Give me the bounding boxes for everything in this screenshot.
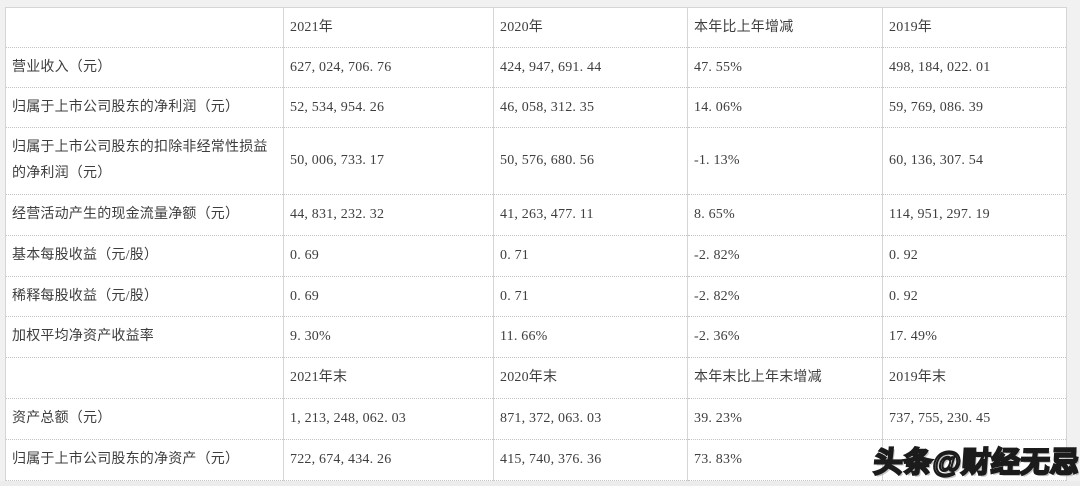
period-end-header-row: 2021年末 2020年末 本年末比上年末增减 2019年末 (5, 357, 1067, 399)
value-cell-2019: 59, 769, 086. 39 (882, 87, 1067, 128)
value-cell-2019: 0. 92 (882, 235, 1067, 277)
value-cell-2019: 114, 951, 297. 19 (882, 194, 1067, 236)
column-header-2019-end: 2019年末 (882, 357, 1067, 399)
value-cell-2021: 627, 024, 706. 76 (283, 47, 494, 88)
value-cell-2020: 0. 71 (493, 235, 688, 277)
value-cell-yoy: -1. 13% (687, 127, 883, 195)
value-cell-2021: 1, 213, 248, 062. 03 (283, 398, 494, 440)
table-row-net-profit: 归属于上市公司股东的净利润（元） 52, 534, 954. 26 46, 05… (5, 87, 1067, 128)
row-label-cell: 营业收入（元） (5, 47, 284, 88)
column-header-2020-end: 2020年末 (493, 357, 688, 399)
value-cell-2020: 50, 576, 680. 56 (493, 127, 688, 195)
financial-summary-sheet: 2021年 2020年 本年比上年增减 2019年 营业收入（元） 627, 0… (5, 7, 1067, 481)
value-cell-yoy: 8. 65% (687, 194, 883, 236)
column-header-2021-end: 2021年末 (283, 357, 494, 399)
value-cell-2020: 424, 947, 691. 44 (493, 47, 688, 88)
value-cell-2021: 44, 831, 232. 32 (283, 194, 494, 236)
row-label-cell: 经营活动产生的现金流量净额（元） (5, 194, 284, 236)
table-row-operating-revenue: 营业收入（元） 627, 024, 706. 76 424, 947, 691.… (5, 47, 1067, 88)
value-cell-2021: 722, 674, 434. 26 (283, 439, 494, 481)
table-row-total-assets: 资产总额（元） 1, 213, 248, 062. 03 871, 372, 0… (5, 398, 1067, 440)
value-cell-yoy: -2. 82% (687, 235, 883, 277)
value-cell-yoy: -2. 82% (687, 276, 883, 317)
table-row-net-profit-excl-nonrecurring: 归属于上市公司股东的扣除非经常性损益的净利润（元） 50, 006, 733. … (5, 127, 1067, 195)
value-cell-2021: 9. 30% (283, 316, 494, 358)
financial-summary-table: 2021年 2020年 本年比上年增减 2019年 营业收入（元） 627, 0… (5, 7, 1067, 481)
row-label-cell: 加权平均净资产收益率 (5, 316, 284, 358)
value-cell-yoy: -2. 36% (687, 316, 883, 358)
column-header-2021: 2021年 (283, 7, 494, 48)
column-header-yoy-end-change: 本年末比上年末增减 (687, 357, 883, 399)
value-cell-2019: 60, 136, 307. 54 (882, 127, 1067, 195)
value-cell-2021: 0. 69 (283, 235, 494, 277)
bottom-page-strip (0, 481, 1080, 486)
value-cell-2019: 17. 49% (882, 316, 1067, 358)
value-cell-2019-obscured (882, 439, 1067, 481)
table-row-weighted-avg-roe: 加权平均净资产收益率 9. 30% 11. 66% -2. 36% 17. 49… (5, 316, 1067, 358)
value-cell-2021: 52, 534, 954. 26 (283, 87, 494, 128)
row-label-cell: 归属于上市公司股东的净利润（元） (5, 87, 284, 128)
value-cell-yoy: 39. 23% (687, 398, 883, 440)
value-cell-2021: 0. 69 (283, 276, 494, 317)
period-header-row: 2021年 2020年 本年比上年增减 2019年 (5, 7, 1067, 48)
value-cell-2020: 11. 66% (493, 316, 688, 358)
row-label-cell: 归属于上市公司股东的扣除非经常性损益的净利润（元） (5, 127, 284, 195)
value-cell-2019: 737, 755, 230. 45 (882, 398, 1067, 440)
value-cell-2020: 46, 058, 312. 35 (493, 87, 688, 128)
header-cell-empty (5, 357, 284, 399)
column-header-2019: 2019年 (882, 7, 1067, 48)
table-row-net-assets: 归属于上市公司股东的净资产（元） 722, 674, 434. 26 415, … (5, 439, 1067, 481)
column-header-2020: 2020年 (493, 7, 688, 48)
value-cell-2020: 415, 740, 376. 36 (493, 439, 688, 481)
row-label-cell: 归属于上市公司股东的净资产（元） (5, 439, 284, 481)
row-label-cell: 基本每股收益（元/股） (5, 235, 284, 277)
table-row-operating-cash-flow: 经营活动产生的现金流量净额（元） 44, 831, 232. 32 41, 26… (5, 194, 1067, 236)
value-cell-2020: 0. 71 (493, 276, 688, 317)
header-cell-empty (5, 7, 284, 48)
value-cell-yoy: 73. 83% (687, 439, 883, 481)
value-cell-yoy: 14. 06% (687, 87, 883, 128)
table-row-basic-eps: 基本每股收益（元/股） 0. 69 0. 71 -2. 82% 0. 92 (5, 235, 1067, 277)
row-label-cell: 资产总额（元） (5, 398, 284, 440)
value-cell-2019: 498, 184, 022. 01 (882, 47, 1067, 88)
value-cell-2020: 41, 263, 477. 11 (493, 194, 688, 236)
row-label-cell: 稀释每股收益（元/股） (5, 276, 284, 317)
value-cell-2020: 871, 372, 063. 03 (493, 398, 688, 440)
table-row-diluted-eps: 稀释每股收益（元/股） 0. 69 0. 71 -2. 82% 0. 92 (5, 276, 1067, 317)
column-header-yoy-change: 本年比上年增减 (687, 7, 883, 48)
value-cell-2021: 50, 006, 733. 17 (283, 127, 494, 195)
value-cell-yoy: 47. 55% (687, 47, 883, 88)
value-cell-2019: 0. 92 (882, 276, 1067, 317)
